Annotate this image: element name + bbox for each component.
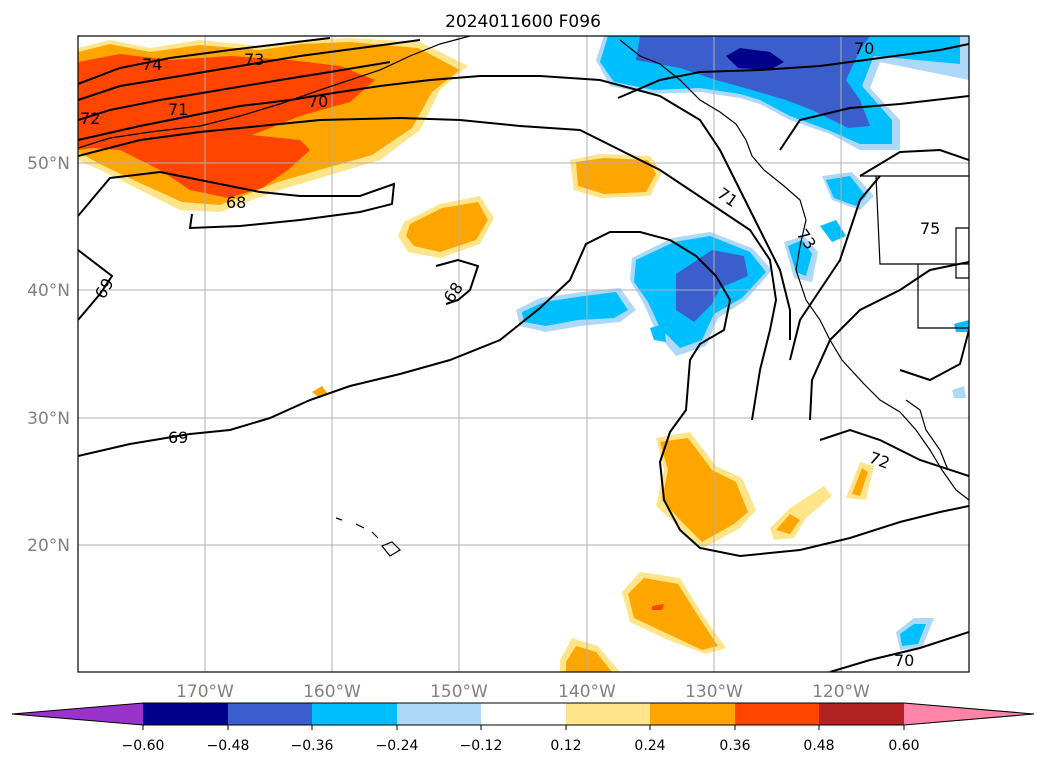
colorbar-segment <box>143 703 228 725</box>
contour-label: 70 <box>308 92 328 111</box>
latitude-labels: 50°N 40°N 30°N 20°N <box>27 154 70 556</box>
lon-label: 150°W <box>430 682 488 702</box>
positive-anomaly-region <box>78 54 375 198</box>
negative-anomaly-region <box>676 250 748 322</box>
colorbar-tick-label: −0.36 <box>291 738 334 754</box>
lon-label: 140°W <box>558 682 616 702</box>
positive-anomaly-region <box>628 578 718 650</box>
negative-anomaly-region <box>900 624 926 646</box>
colorbar-ticks <box>142 725 905 730</box>
negative-anomaly-region <box>726 48 784 70</box>
map-area: 74 73 72 71 70 68 69 68 69 71 73 75 72 7… <box>78 36 969 672</box>
positive-anomaly-region <box>406 202 488 252</box>
lat-label: 30°N <box>27 409 70 429</box>
colorbar: −0.60 −0.48 −0.36 −0.24 −0.12 0.12 0.24 … <box>11 702 1035 754</box>
contour-label: 73 <box>244 50 264 69</box>
lon-label: 130°W <box>685 682 743 702</box>
colorbar-segment <box>481 703 566 725</box>
height-contours <box>78 37 969 672</box>
positive-anomaly-region <box>576 158 656 194</box>
colorbar-segment <box>819 703 904 725</box>
colorbar-tick-label: −0.12 <box>460 738 503 754</box>
negative-anomaly-region <box>788 240 812 276</box>
negative-anomaly-region <box>952 386 966 398</box>
longitude-labels: 170°W 160°W 150°W 140°W 130°W 120°W <box>176 682 870 702</box>
graticule <box>78 36 969 672</box>
lat-label: 40°N <box>27 281 70 301</box>
colorbar-segment <box>650 703 735 725</box>
contour-label: 69 <box>168 428 188 447</box>
lon-label: 120°W <box>812 682 870 702</box>
positive-anomaly-region <box>776 514 800 534</box>
colorbar-tick-label: −0.60 <box>122 738 165 754</box>
colorbar-tick-label: 0.48 <box>803 738 834 754</box>
positive-anomaly-region <box>660 438 748 542</box>
contour-label: 70 <box>894 651 914 670</box>
lon-label: 170°W <box>176 682 234 702</box>
colorbar-tick-label: −0.24 <box>376 738 419 754</box>
colorbar-extend-left <box>12 703 143 725</box>
negative-anomaly-region <box>650 324 666 342</box>
contour-label: 68 <box>226 193 246 212</box>
negative-anomaly-region <box>820 220 846 242</box>
negative-anomaly-region <box>636 36 870 128</box>
colorbar-tick-label: 0.24 <box>634 738 665 754</box>
map-frame <box>77 35 970 673</box>
colorbar-tick-label: 0.36 <box>719 738 750 754</box>
shaded-anomalies <box>78 36 969 672</box>
negative-anomaly-region <box>826 176 866 206</box>
positive-anomaly-region <box>652 604 664 610</box>
contour-label: 75 <box>920 219 940 238</box>
colorbar-tick-label: 0.12 <box>550 738 581 754</box>
map-title: 2024011600 F096 <box>445 12 601 32</box>
positive-anomaly-region <box>852 468 868 496</box>
contour-label: 72 <box>80 109 100 128</box>
contour-label: 70 <box>854 39 874 58</box>
colorbar-segment <box>312 703 397 725</box>
colorbar-segment <box>397 703 481 725</box>
colorbar-tick-label: 0.60 <box>888 738 919 754</box>
colorbar-segment <box>566 703 650 725</box>
colorbar-extend-right <box>904 703 1034 725</box>
contour-label: 71 <box>168 100 188 119</box>
lat-label: 20°N <box>27 536 70 556</box>
lat-label: 50°N <box>27 154 70 174</box>
colorbar-segment <box>735 703 819 725</box>
positive-anomaly-region <box>566 646 612 672</box>
colorbar-tick-label: −0.48 <box>207 738 250 754</box>
contour-label: 74 <box>142 55 162 74</box>
coastlines <box>78 36 969 557</box>
negative-anomaly-region <box>954 320 969 332</box>
colorbar-segment <box>228 703 312 725</box>
negative-anomaly-region <box>522 292 628 326</box>
lon-label: 160°W <box>303 682 361 702</box>
contour-label-group: 74 73 72 71 70 68 69 68 69 71 73 75 72 7… <box>80 39 940 670</box>
